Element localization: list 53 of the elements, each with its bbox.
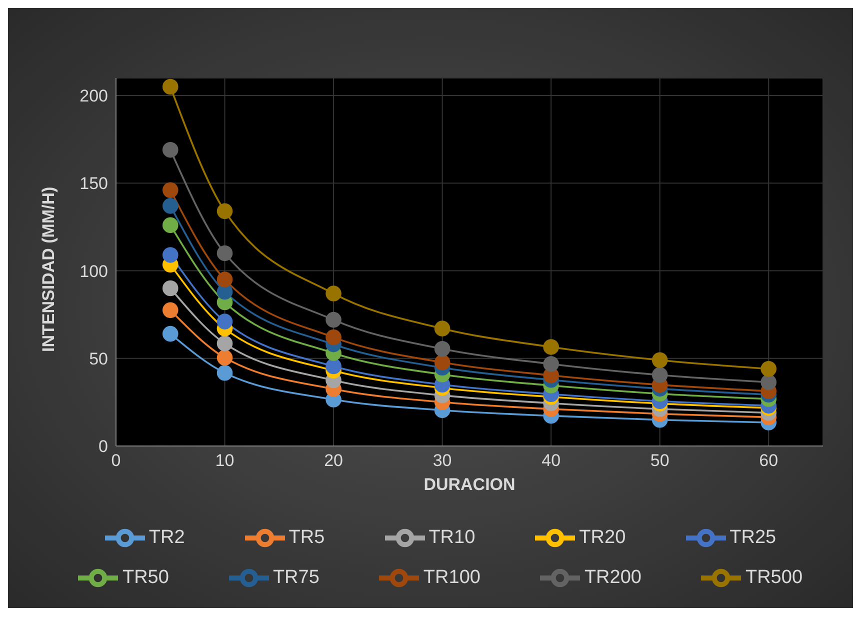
- point: [326, 358, 342, 374]
- point: [326, 286, 342, 302]
- point: [216, 203, 233, 220]
- y-axis-title: INTENSIDAD (MM/H): [39, 186, 58, 352]
- point: [216, 272, 233, 288]
- x-tick-label: 40: [542, 451, 561, 470]
- point: [543, 356, 559, 372]
- point: [216, 245, 233, 262]
- legend-label: TR20: [579, 526, 626, 548]
- point: [216, 336, 233, 352]
- point: [216, 314, 233, 330]
- point: [434, 320, 450, 336]
- point: [760, 374, 777, 390]
- y-tick-label: 100: [80, 262, 108, 281]
- legend-label: TR75: [272, 567, 320, 588]
- point: [326, 329, 342, 346]
- point: [162, 182, 178, 198]
- legend-label: TR10: [428, 526, 476, 548]
- point: [652, 352, 668, 368]
- y-tick-label: 200: [80, 86, 108, 106]
- legend-label: TR50: [122, 567, 169, 588]
- x-tick-label: 10: [215, 451, 234, 470]
- point: [162, 302, 178, 318]
- point: [162, 78, 178, 95]
- point: [162, 280, 178, 296]
- point: [543, 339, 559, 355]
- point: [162, 198, 178, 214]
- point: [162, 217, 178, 234]
- x-tick-label: 30: [432, 451, 452, 470]
- legend-label: TR25: [730, 526, 776, 548]
- legend-label: TR500: [745, 567, 803, 588]
- legend-label: TR100: [423, 567, 480, 588]
- x-axis-title: DURACION: [424, 474, 516, 494]
- x-tick-label: 50: [650, 451, 670, 470]
- x-tick-label: 20: [324, 451, 343, 470]
- point: [216, 365, 233, 381]
- y-tick-label: 50: [89, 349, 108, 368]
- point: [652, 367, 668, 383]
- point: [162, 326, 178, 342]
- legend-label: TR200: [584, 567, 642, 588]
- point: [434, 354, 450, 370]
- x-tick-label: 0: [111, 451, 121, 470]
- point: [162, 142, 178, 158]
- point: [162, 247, 178, 263]
- legend-label: TR2: [148, 526, 185, 548]
- point: [760, 360, 777, 377]
- y-tick-label: 150: [80, 174, 108, 194]
- point: [326, 312, 342, 328]
- x-tick-label: 60: [759, 451, 778, 470]
- y-tick-label: 0: [98, 437, 108, 456]
- point: [216, 350, 233, 366]
- point: [434, 340, 450, 357]
- legend-label: TR5: [288, 526, 325, 548]
